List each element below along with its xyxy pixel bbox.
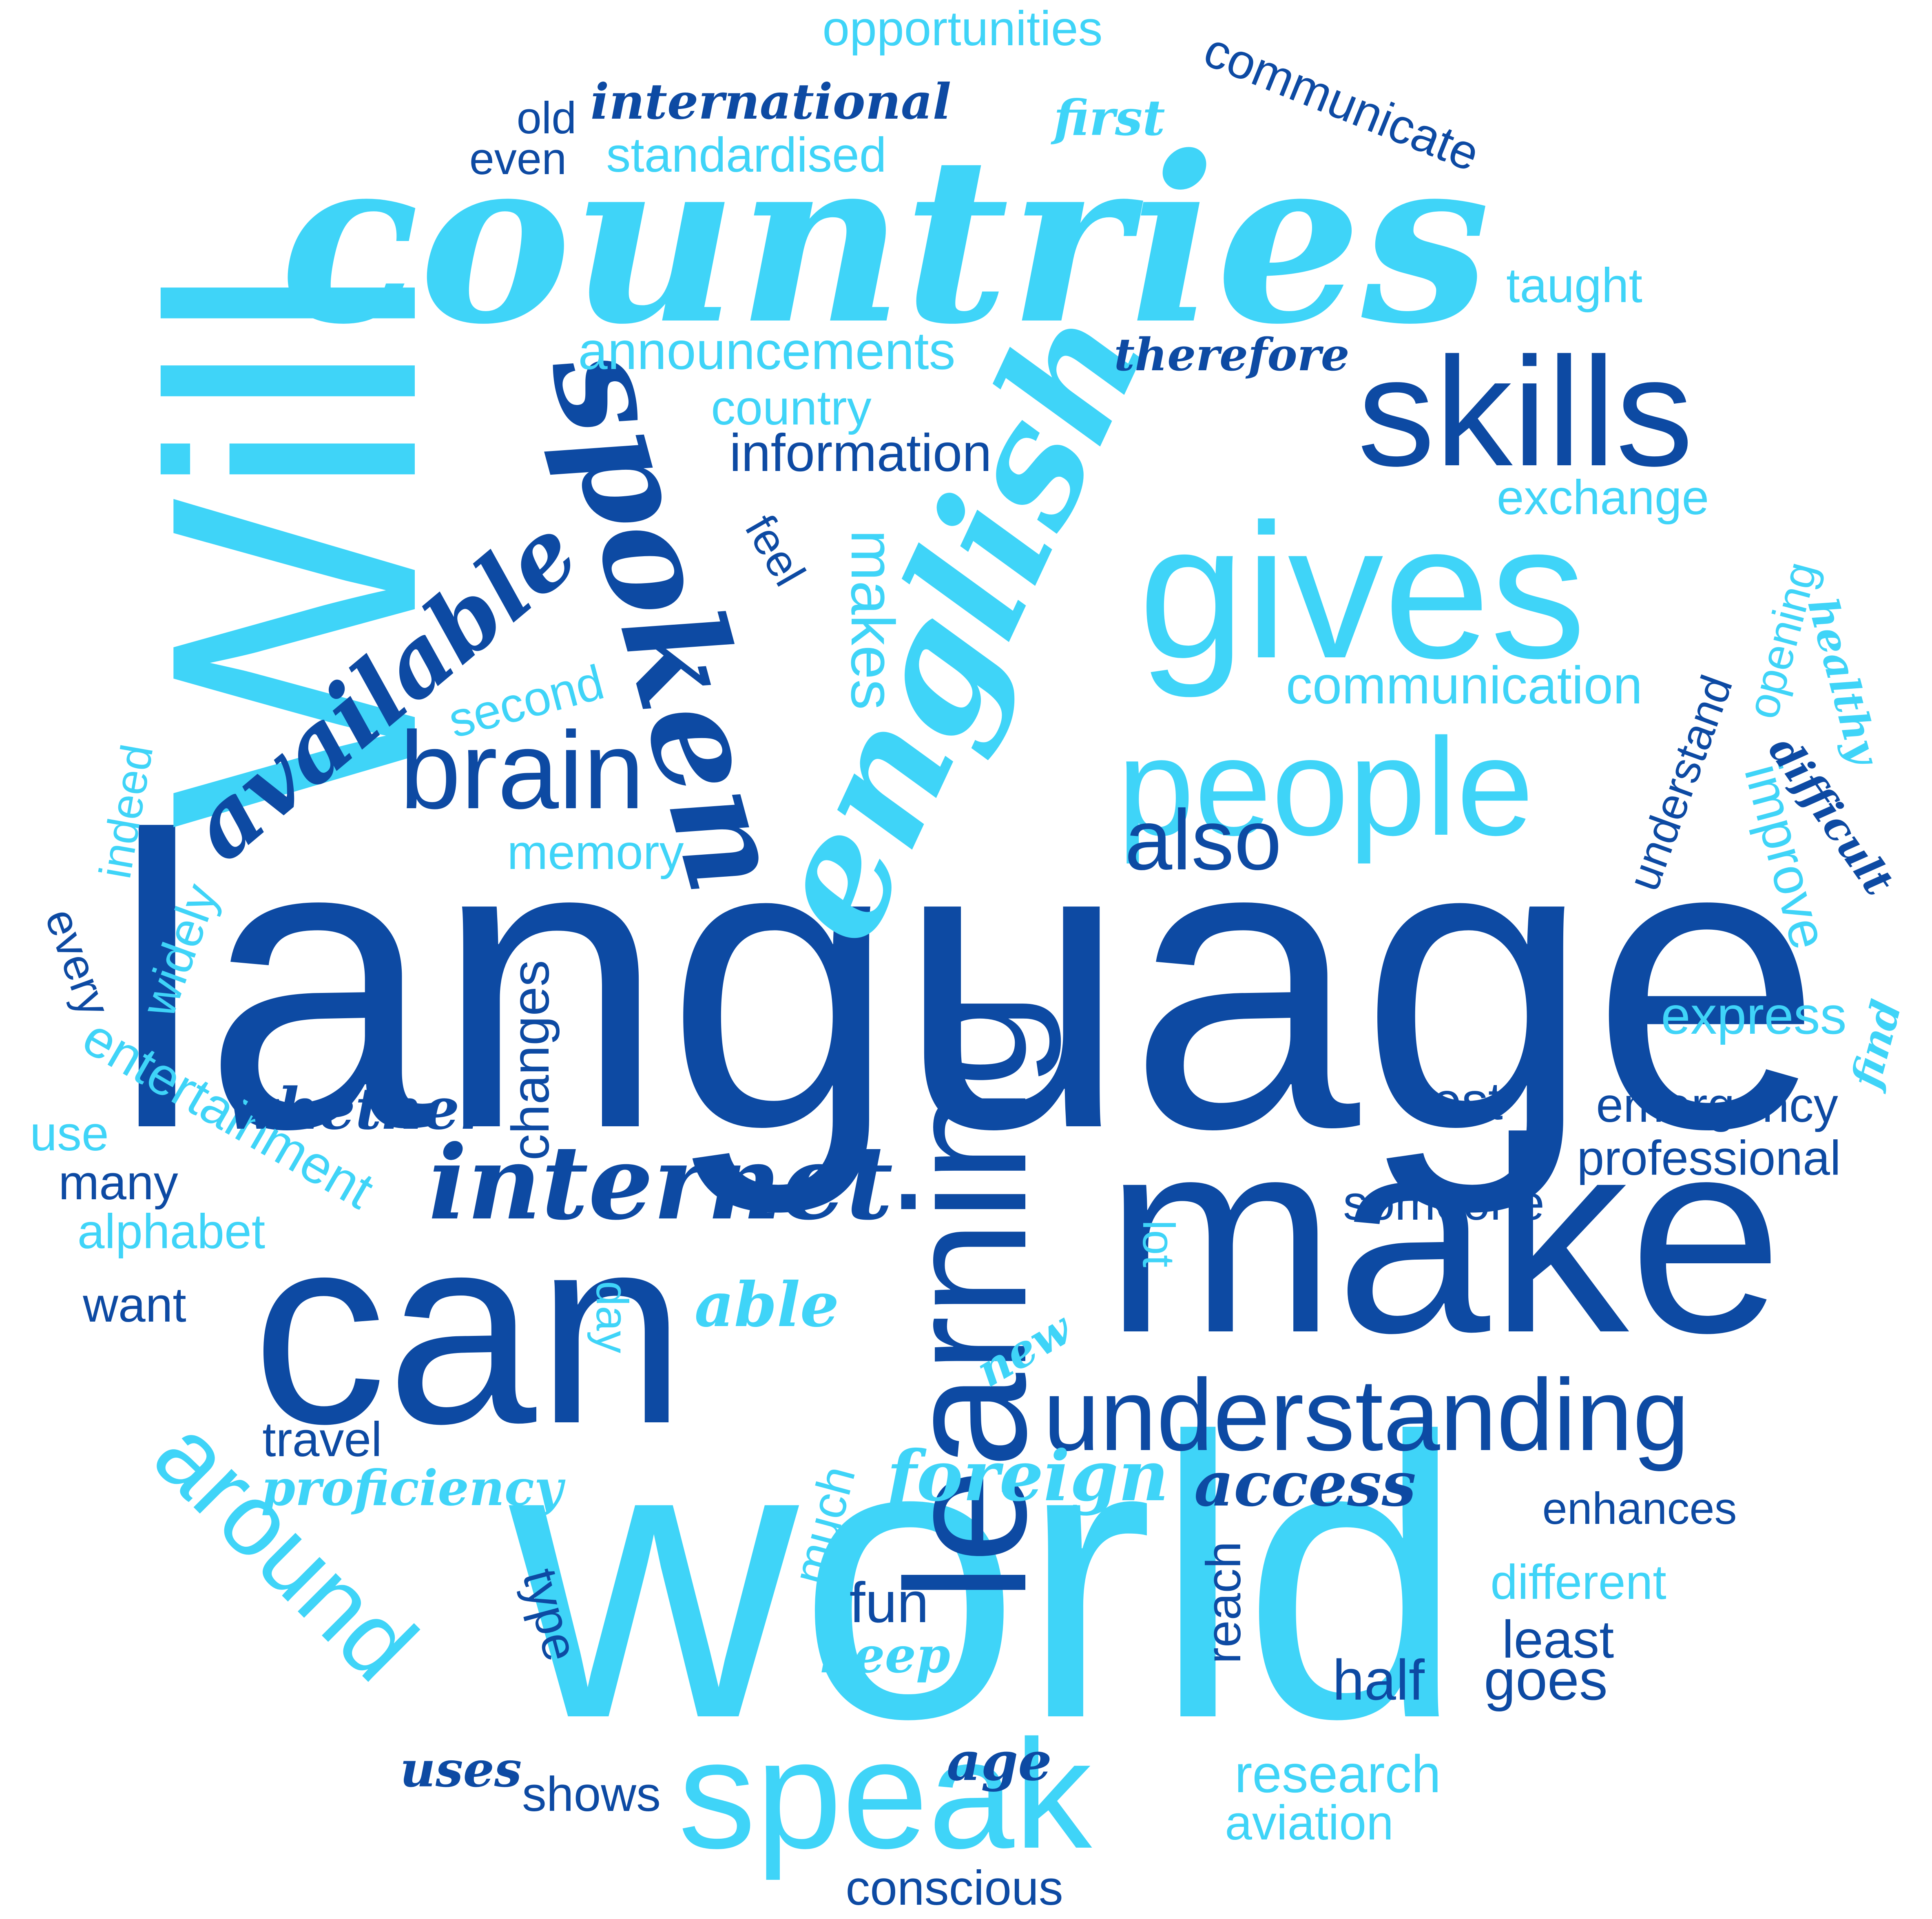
word-understanding: understanding <box>1043 1358 1690 1472</box>
word-information: information <box>729 423 992 482</box>
word-enhances: enhances <box>1542 1483 1737 1534</box>
word-access: access <box>1194 1448 1416 1520</box>
word-alphabet: alphabet <box>77 1204 266 1259</box>
word-taught: taught <box>1506 258 1642 313</box>
word-travel: travel <box>262 1412 382 1467</box>
word-makes: makes <box>839 530 907 710</box>
word-healthy: healthy <box>1798 593 1889 769</box>
word-proficiency: proficiency <box>261 1459 563 1517</box>
word-opportunities: opportunities <box>822 1 1103 56</box>
word-conscious: conscious <box>845 1861 1063 1915</box>
word-whether: whether <box>228 1076 490 1143</box>
word-able: able <box>694 1269 839 1341</box>
word-shows: shows <box>522 1767 661 1822</box>
word-emergency: emergency <box>1596 1078 1838 1132</box>
word-age: age <box>947 1730 1052 1793</box>
word-professional: professional <box>1577 1131 1841 1185</box>
word-half: half <box>1332 1648 1425 1712</box>
word-least: least <box>1502 1609 1614 1669</box>
word-reach: reach <box>1196 1541 1251 1664</box>
word-world: world <box>509 1355 1465 1801</box>
word-communication: communication <box>1286 655 1643 715</box>
word-language: language <box>111 750 1823 1215</box>
word-foreign: foreign <box>887 1435 1169 1517</box>
word-old: old <box>516 93 577 143</box>
word-test: test <box>1417 1071 1503 1131</box>
word-different: different <box>1490 1555 1666 1609</box>
word-even: even <box>469 134 567 184</box>
word-lot: lot <box>1133 1220 1184 1268</box>
word-internet: internet <box>428 1123 893 1242</box>
word-uses: uses <box>400 1741 522 1798</box>
word-exchange: exchange <box>1496 470 1709 525</box>
word-therefore: therefore <box>1114 328 1350 381</box>
word-countries: countries <box>280 106 1490 375</box>
word-announcements: announcements <box>578 321 956 380</box>
word-also: also <box>1124 792 1282 888</box>
word-changes: changes <box>500 960 560 1161</box>
word-international: international <box>590 73 952 130</box>
word-want: want <box>83 1278 186 1332</box>
word-many: many <box>58 1155 178 1210</box>
word-skills: skills <box>1357 325 1693 498</box>
word-someone: someone <box>1343 1176 1545 1230</box>
word-keep: keep <box>820 1627 950 1684</box>
word-feel: feel <box>735 506 815 595</box>
word-aviation: aviation <box>1225 1795 1394 1850</box>
word-memory: memory <box>507 825 684 880</box>
word-first: first <box>1053 89 1165 147</box>
word-can: can <box>252 1179 686 1479</box>
word-gives: gives <box>1138 484 1586 698</box>
word-people: people <box>1117 710 1534 864</box>
word-research: research <box>1235 1744 1441 1804</box>
word-use: use <box>30 1106 109 1161</box>
word-country: country <box>711 380 872 435</box>
word-speak: speak <box>678 1707 1092 1881</box>
word-every: every <box>35 902 120 1023</box>
word-brain: brain <box>399 709 645 832</box>
word-day: day <box>587 1281 637 1353</box>
word-find: find <box>1841 995 1911 1093</box>
word-express: express <box>1661 986 1847 1045</box>
word-standardised: standardised <box>606 128 887 182</box>
word-make: make <box>1104 1081 1783 1391</box>
word-fun: fun <box>849 1570 929 1634</box>
word-goes: goes <box>1484 1648 1608 1712</box>
